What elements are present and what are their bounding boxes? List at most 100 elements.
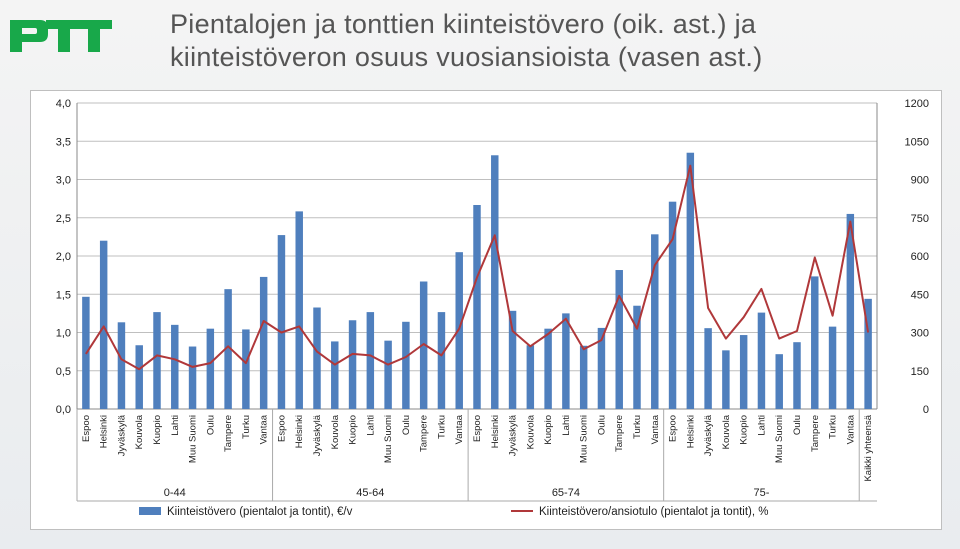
bar	[775, 354, 783, 409]
bar	[224, 289, 232, 409]
category-label: Vantaa	[650, 414, 661, 444]
bar	[668, 201, 677, 409]
bar	[757, 312, 766, 409]
category-label: Jyväskylä	[312, 414, 323, 456]
category-label: Lahti	[170, 415, 181, 436]
bar	[828, 326, 837, 409]
group-label: 75-	[753, 487, 769, 499]
bar	[615, 270, 623, 409]
bar	[864, 298, 872, 409]
y-right-tick-label: 1050	[905, 136, 929, 148]
category-label: Tampere	[419, 415, 430, 452]
y-right-tick-label: 0	[923, 404, 929, 416]
category-label: Turku	[436, 415, 447, 439]
category-label: Muu Suomi	[774, 415, 785, 463]
category-label: Lahti	[561, 415, 572, 436]
bar	[206, 328, 215, 409]
category-label: Lahti	[756, 415, 767, 436]
bar	[739, 335, 748, 409]
category-label: Turku	[828, 415, 839, 439]
y-left-tick-label: 2,5	[56, 213, 71, 225]
category-label: Espoo	[668, 415, 679, 442]
category-label: Lahti	[365, 415, 376, 436]
category-label: Kaikki yhteensä	[863, 414, 874, 481]
category-label: Jyväskylä	[508, 414, 519, 456]
bar	[99, 240, 108, 409]
y-right-tick-label: 300	[911, 328, 929, 340]
category-label: Tampere	[223, 415, 234, 452]
bar	[562, 313, 570, 409]
category-label: Vantaa	[259, 414, 270, 444]
chart-frame: 0,0 0,5 1,0 1,5 2,0 2,5 3,0 3,5 4,0 0 150 300 450 600…	[30, 90, 942, 530]
y-right-tick-label: 600	[911, 251, 929, 263]
legend-swatch-bar	[139, 507, 161, 515]
title-line-2: kiinteistöveron osuus vuosiansioista (va…	[170, 42, 763, 72]
y-left-tick-label: 1,0	[56, 328, 71, 340]
page-title: Pientalojen ja tonttien kiinteistövero (…	[170, 8, 950, 74]
bar	[473, 205, 481, 409]
category-label: Helsinki	[490, 415, 501, 448]
bar	[526, 345, 535, 409]
category-label: Kouvola	[134, 414, 145, 449]
bar	[722, 350, 730, 409]
y-right-tick-label: 900	[911, 175, 929, 187]
bar	[544, 328, 552, 409]
bar	[597, 327, 606, 409]
bar	[188, 346, 197, 409]
bar	[331, 341, 339, 409]
series-line	[85, 164, 870, 371]
y-left-tick-label: 3,5	[56, 136, 71, 148]
bar	[437, 312, 446, 409]
category-label: Espoo	[276, 415, 287, 442]
bar	[277, 235, 286, 409]
category-label: Oulu	[401, 415, 412, 435]
category-label: Kuopio	[152, 415, 163, 445]
bar	[117, 322, 126, 409]
category-label: Tampere	[810, 415, 821, 452]
category-label: Espoo	[81, 415, 92, 442]
bar	[704, 328, 712, 409]
bar	[508, 310, 517, 409]
bar	[793, 342, 801, 409]
bar	[135, 345, 143, 409]
bar	[686, 152, 695, 409]
bar	[366, 312, 375, 409]
category-label: Kouvola	[330, 414, 341, 449]
category-label: Jyväskylä	[116, 414, 127, 456]
bar	[402, 321, 410, 409]
group-label: 0-44	[164, 487, 186, 499]
title-line-1: Pientalojen ja tonttien kiinteistövero (…	[170, 9, 757, 39]
category-label: Kuopio	[543, 415, 554, 445]
bar	[811, 276, 819, 409]
category-label: Kouvola	[525, 414, 536, 449]
bar	[295, 211, 303, 409]
ptt-logo-mark	[10, 20, 112, 52]
bar	[651, 234, 659, 409]
y-left-tick-label: 4,0	[56, 98, 71, 110]
category-label: Muu Suomi	[188, 415, 199, 463]
group-label: 65-74	[552, 487, 580, 499]
combo-chart: 0,0 0,5 1,0 1,5 2,0 2,5 3,0 3,5 4,0 0 150 300 450 600…	[56, 98, 929, 518]
category-label: Kuopio	[348, 415, 359, 445]
y-left-tick-label: 0,0	[56, 404, 71, 416]
category-label: Jyväskylä	[703, 414, 714, 456]
y-left-tick-label: 2,0	[56, 251, 71, 263]
bar	[846, 213, 855, 409]
y-left-tick-label: 0,5	[56, 366, 71, 378]
category-label: Tampere	[614, 415, 625, 452]
bar	[633, 305, 641, 409]
category-label: Espoo	[472, 415, 483, 442]
y-right-tick-label: 1200	[905, 98, 929, 110]
category-label: Helsinki	[685, 415, 696, 448]
bar	[171, 324, 179, 409]
y-right-tick-label: 450	[911, 289, 929, 301]
y-left-tick-label: 1,5	[56, 289, 71, 301]
y-left-tick-label: 3,0	[56, 175, 71, 187]
category-label: Kouvola	[721, 414, 732, 449]
category-label: Kuopio	[739, 415, 750, 445]
category-label: Helsinki	[294, 415, 305, 448]
bar	[491, 155, 499, 409]
bar	[348, 320, 357, 409]
category-label: Muu Suomi	[383, 415, 394, 463]
legend-label-line: Kiinteistövero/ansiotulo (pientalot ja t…	[539, 506, 768, 518]
